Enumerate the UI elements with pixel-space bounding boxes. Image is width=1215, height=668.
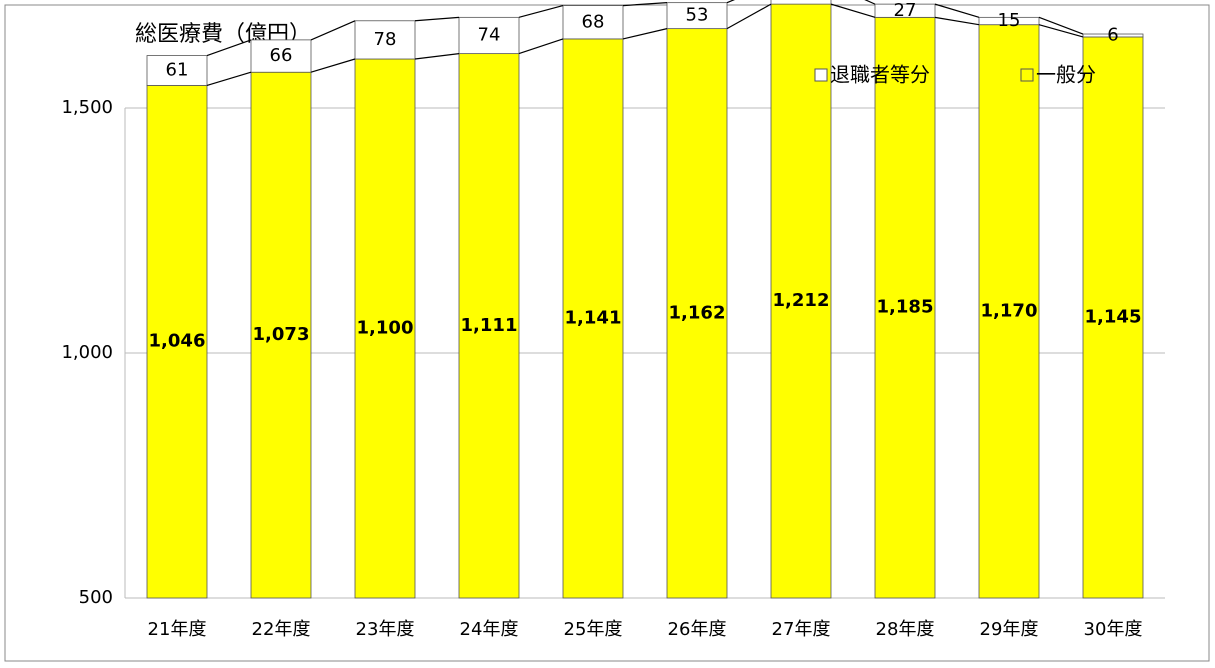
data-label: 1,141 bbox=[565, 307, 622, 328]
connector-line bbox=[518, 38, 564, 55]
bar-segment bbox=[1082, 36, 1144, 599]
connector-line bbox=[934, 16, 980, 26]
connector-line bbox=[622, 28, 668, 40]
bar-segment bbox=[562, 5, 624, 40]
legend-swatch bbox=[1020, 68, 1034, 82]
bar-segment bbox=[458, 16, 520, 55]
connector-line bbox=[830, 3, 876, 18]
x-tick-label: 21年度 bbox=[148, 619, 207, 640]
connector-line bbox=[414, 53, 460, 60]
data-label: 1,100 bbox=[357, 318, 414, 339]
connector-line bbox=[622, 2, 668, 7]
bar-segment bbox=[874, 3, 936, 18]
bar-segment bbox=[146, 55, 208, 86]
data-label: 1,046 bbox=[149, 331, 206, 352]
y-tick-label: 1,000 bbox=[61, 342, 113, 363]
data-label: 1,212 bbox=[773, 290, 830, 311]
bar-segment bbox=[978, 24, 1040, 599]
connector-line bbox=[206, 39, 252, 57]
data-label: 1,145 bbox=[1085, 306, 1142, 327]
y-tick-label: 500 bbox=[79, 587, 113, 608]
connector-line bbox=[726, 0, 736, 4]
x-tick-label: 28年度 bbox=[876, 619, 935, 640]
connector-line bbox=[934, 3, 980, 18]
data-label: 1,162 bbox=[669, 302, 726, 323]
bar-segment bbox=[666, 2, 728, 30]
connector-line bbox=[310, 58, 356, 73]
x-tick-label: 25年度 bbox=[564, 619, 623, 640]
data-label: 1,111 bbox=[461, 315, 518, 336]
connector-line bbox=[310, 20, 356, 41]
connector-line bbox=[206, 71, 252, 87]
data-label: 78 bbox=[374, 29, 397, 50]
bar-segment bbox=[146, 85, 208, 599]
y-tick-label: 1,500 bbox=[61, 97, 113, 118]
bar-segment bbox=[666, 28, 728, 599]
x-tick-label: 22年度 bbox=[252, 619, 311, 640]
bar-segment bbox=[250, 71, 312, 599]
connector-line bbox=[726, 3, 772, 30]
bar-segment bbox=[250, 39, 312, 73]
x-tick-label: 24年度 bbox=[460, 619, 519, 640]
legend-label: 退職者等分 bbox=[830, 63, 930, 87]
connector-line bbox=[1038, 24, 1084, 38]
bar-segment bbox=[978, 16, 1040, 26]
bar-segment bbox=[874, 16, 936, 599]
data-label: 1,185 bbox=[877, 297, 934, 318]
data-label: 68 bbox=[582, 11, 605, 32]
data-label: 1,073 bbox=[253, 324, 310, 345]
bar-segment bbox=[1082, 33, 1144, 38]
data-label: 61 bbox=[166, 60, 189, 81]
bar-segment bbox=[562, 38, 624, 599]
data-label: 53 bbox=[686, 5, 709, 26]
bar-segment bbox=[770, 0, 832, 5]
data-label: 74 bbox=[478, 24, 501, 45]
legend-swatch bbox=[814, 68, 828, 82]
bar-segment bbox=[354, 58, 416, 599]
bar-segment bbox=[770, 3, 832, 599]
bar-segment bbox=[458, 53, 520, 599]
data-label: 40 bbox=[790, 0, 813, 4]
data-label: 15 bbox=[998, 10, 1021, 31]
x-tick-label: 27年度 bbox=[772, 619, 831, 640]
x-tick-label: 29年度 bbox=[980, 619, 1039, 640]
bar-segment bbox=[354, 20, 416, 60]
data-label: 1,170 bbox=[981, 300, 1038, 321]
x-tick-label: 23年度 bbox=[356, 619, 415, 640]
data-label: 27 bbox=[894, 0, 917, 21]
connector-line bbox=[518, 5, 564, 18]
connector-line bbox=[414, 16, 460, 22]
x-tick-label: 26年度 bbox=[668, 619, 727, 640]
data-label: 66 bbox=[270, 45, 293, 66]
data-label: 6 bbox=[1107, 24, 1118, 45]
connector-line bbox=[864, 0, 876, 5]
connector-line bbox=[1038, 16, 1084, 35]
legend-label: 一般分 bbox=[1036, 63, 1096, 87]
x-tick-label: 30年度 bbox=[1084, 619, 1143, 640]
